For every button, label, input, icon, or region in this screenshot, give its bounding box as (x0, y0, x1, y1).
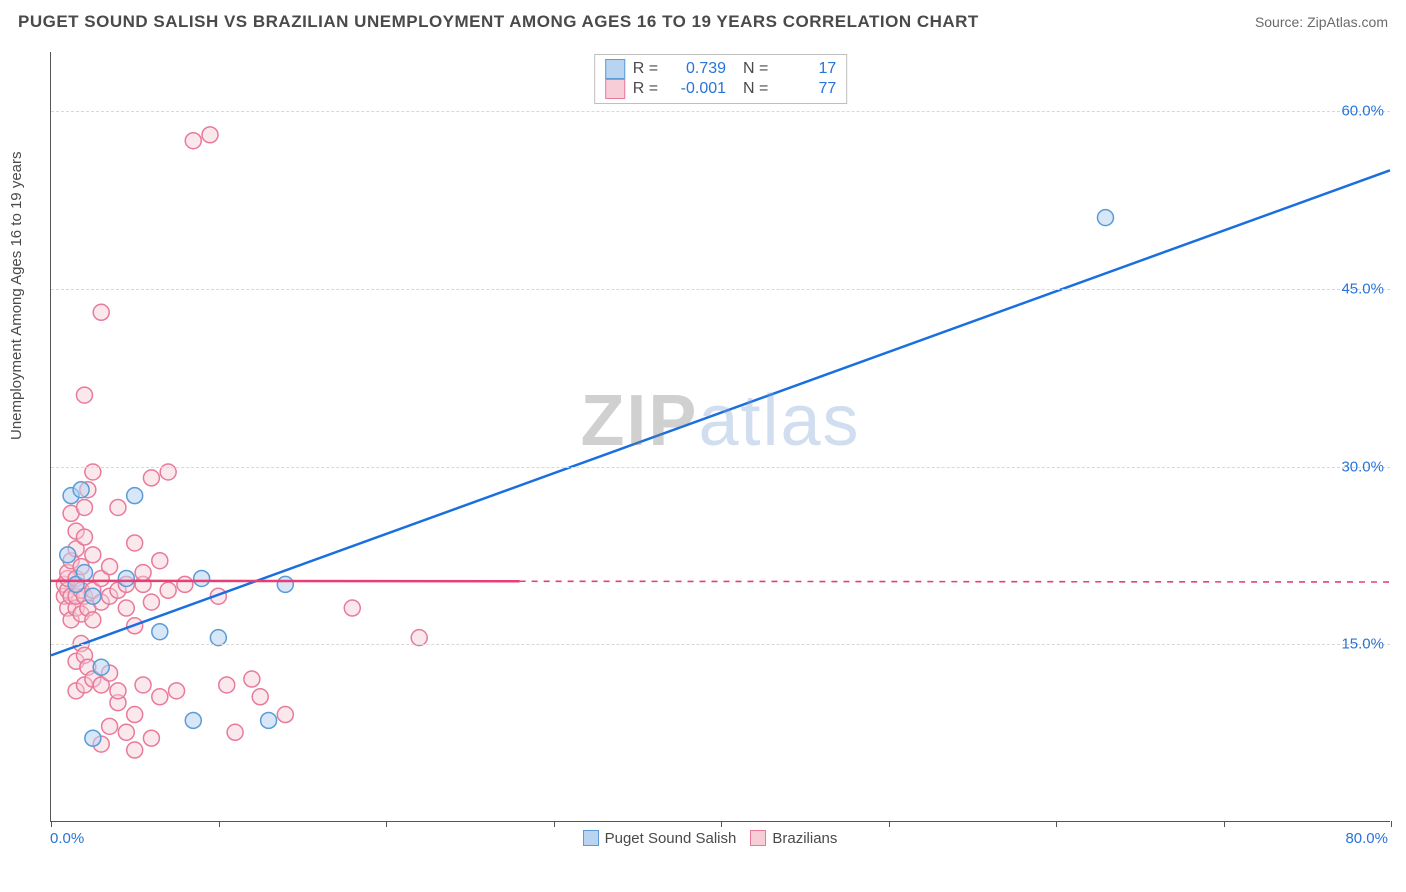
series-legend: Puget Sound Salish Brazilians (0, 830, 1406, 847)
data-point (85, 612, 101, 628)
data-point (127, 707, 143, 723)
x-tick (1224, 821, 1225, 827)
data-point (210, 630, 226, 646)
gridline (51, 289, 1390, 290)
data-point (60, 547, 76, 563)
legend-r-value: -0.001 (666, 80, 726, 98)
legend-n-label: N = (734, 80, 768, 98)
data-point (344, 600, 360, 616)
plot-area: ZIPatlas R =0.739 N =17R =-0.001 N =77 1… (50, 52, 1390, 822)
gridline (51, 467, 1390, 468)
data-point (127, 535, 143, 551)
data-point (143, 730, 159, 746)
data-point (177, 576, 193, 592)
trend-line-extrapolated (520, 581, 1390, 582)
legend-swatch-icon (583, 830, 599, 846)
data-point (252, 689, 268, 705)
data-point (85, 588, 101, 604)
chart-svg (51, 52, 1390, 821)
data-point (76, 529, 92, 545)
legend-r-value: 0.739 (666, 60, 726, 78)
legend-swatch-icon (605, 79, 625, 99)
y-tick-label: 15.0% (1341, 636, 1384, 653)
gridline (51, 644, 1390, 645)
legend-series-label: Puget Sound Salish (605, 830, 737, 847)
data-point (76, 387, 92, 403)
data-point (118, 570, 134, 586)
data-point (194, 570, 210, 586)
data-point (185, 133, 201, 149)
legend-n-value: 77 (776, 80, 836, 98)
data-point (277, 576, 293, 592)
y-tick-label: 45.0% (1341, 280, 1384, 297)
data-point (110, 683, 126, 699)
data-point (118, 724, 134, 740)
data-point (76, 499, 92, 515)
trend-line (51, 170, 1390, 655)
x-tick (219, 821, 220, 827)
data-point (160, 582, 176, 598)
data-point (127, 488, 143, 504)
x-tick (889, 821, 890, 827)
data-point (85, 730, 101, 746)
data-point (202, 127, 218, 143)
data-point (135, 565, 151, 581)
data-point (1097, 210, 1113, 226)
data-point (73, 482, 89, 498)
data-point (152, 689, 168, 705)
x-tick (51, 821, 52, 827)
correlation-legend-row: R = -0.001 N = 77 (605, 79, 837, 99)
gridline (51, 111, 1390, 112)
x-tick (1391, 821, 1392, 827)
legend-swatch-icon (605, 59, 625, 79)
data-point (261, 712, 277, 728)
data-point (85, 547, 101, 563)
chart-title: PUGET SOUND SALISH VS BRAZILIAN UNEMPLOY… (18, 12, 979, 32)
legend-r-label: R = (633, 60, 658, 78)
correlation-legend-row: R = 0.739 N = 17 (605, 59, 837, 79)
data-point (219, 677, 235, 693)
data-point (102, 718, 118, 734)
y-tick-label: 60.0% (1341, 103, 1384, 120)
y-tick-label: 30.0% (1341, 458, 1384, 475)
data-point (185, 712, 201, 728)
data-point (143, 470, 159, 486)
data-point (152, 553, 168, 569)
data-point (127, 742, 143, 758)
data-point (93, 304, 109, 320)
data-point (227, 724, 243, 740)
x-tick (721, 821, 722, 827)
data-point (102, 559, 118, 575)
legend-r-label: R = (633, 80, 658, 98)
legend-n-label: N = (734, 60, 768, 78)
data-point (277, 707, 293, 723)
legend-swatch-icon (750, 830, 766, 846)
source-attribution: Source: ZipAtlas.com (1255, 14, 1388, 30)
legend-n-value: 17 (776, 60, 836, 78)
correlation-legend: R = 0.739 N = 17 R = -0.001 N = 77 (594, 54, 848, 104)
data-point (169, 683, 185, 699)
data-point (411, 630, 427, 646)
y-axis-label: Unemployment Among Ages 16 to 19 years (8, 151, 25, 440)
x-tick (554, 821, 555, 827)
x-tick (1056, 821, 1057, 827)
data-point (135, 677, 151, 693)
data-point (152, 624, 168, 640)
data-point (76, 565, 92, 581)
legend-series-label: Brazilians (772, 830, 837, 847)
data-point (93, 659, 109, 675)
data-point (118, 600, 134, 616)
data-point (110, 499, 126, 515)
data-point (244, 671, 260, 687)
title-bar: PUGET SOUND SALISH VS BRAZILIAN UNEMPLOY… (0, 0, 1406, 44)
x-tick (386, 821, 387, 827)
data-point (143, 594, 159, 610)
